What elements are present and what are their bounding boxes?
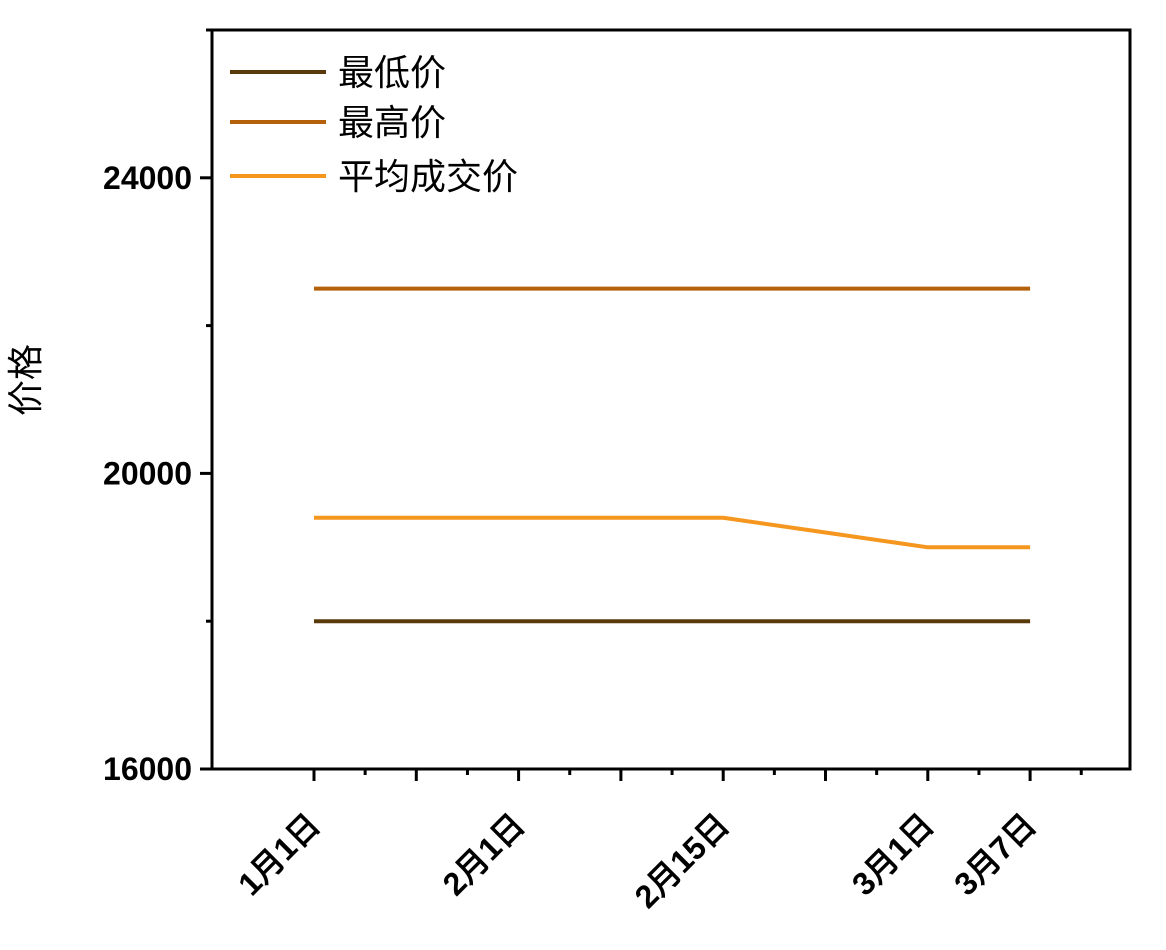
legend-label: 平均成交价 xyxy=(338,157,518,198)
x-tick-label: 2月15日 xyxy=(628,806,736,914)
x-tick-label: 3月1日 xyxy=(845,806,941,902)
x-tick-label: 2月1日 xyxy=(436,806,532,902)
legend-label: 最高价 xyxy=(338,103,446,144)
y-tick-label: 20000 xyxy=(103,455,192,491)
legend-label: 最低价 xyxy=(338,53,446,94)
y-axis-title: 价格 xyxy=(6,344,47,416)
series-lines xyxy=(314,286,1031,624)
x-axis: 1月1日 2月1日 2月15日 3月1日 3月7日 xyxy=(231,769,1083,915)
x-tick-label: 1月1日 xyxy=(231,806,327,902)
y-axis: 16000 20000 24000 xyxy=(103,28,212,787)
x-tick-label: 3月7日 xyxy=(947,806,1043,902)
series-line xyxy=(314,515,1031,550)
y-tick-label: 24000 xyxy=(103,160,192,196)
y-tick-label: 16000 xyxy=(103,751,192,787)
